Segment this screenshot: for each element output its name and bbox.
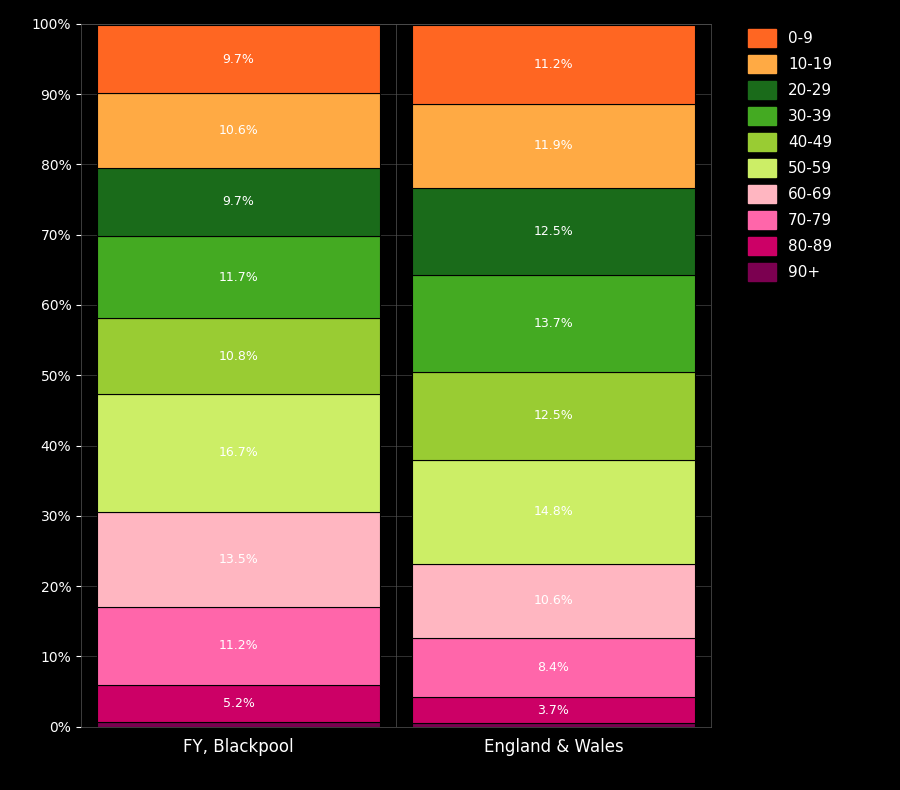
Bar [412, 564, 695, 638]
Text: 11.2%: 11.2% [219, 639, 258, 653]
Text: 11.9%: 11.9% [534, 139, 573, 152]
Text: 10.6%: 10.6% [219, 124, 258, 137]
Legend: 0-9, 10-19, 20-29, 30-39, 40-49, 50-59, 60-69, 70-79, 80-89, 90+: 0-9, 10-19, 20-29, 30-39, 40-49, 50-59, … [743, 24, 837, 285]
Text: 9.7%: 9.7% [222, 195, 255, 209]
Bar [97, 512, 380, 607]
Bar [97, 236, 380, 318]
Bar [97, 318, 380, 394]
Text: 11.7%: 11.7% [219, 271, 258, 284]
Text: 12.5%: 12.5% [534, 409, 573, 422]
Text: 9.7%: 9.7% [222, 53, 255, 66]
Bar [412, 187, 695, 276]
Text: 10.6%: 10.6% [534, 594, 573, 608]
Text: 14.8%: 14.8% [534, 505, 573, 518]
Text: 12.5%: 12.5% [534, 225, 573, 238]
Text: 13.5%: 13.5% [219, 553, 258, 566]
Bar [97, 93, 380, 167]
Text: 10.8%: 10.8% [219, 350, 258, 363]
Bar [412, 638, 695, 698]
Bar [412, 103, 695, 187]
Bar [412, 25, 695, 103]
Bar [97, 25, 380, 93]
Bar [97, 685, 380, 722]
Text: 3.7%: 3.7% [537, 704, 570, 717]
Text: 8.4%: 8.4% [537, 661, 570, 674]
Text: 5.2%: 5.2% [222, 697, 255, 710]
Bar [97, 607, 380, 685]
Bar [97, 167, 380, 236]
Bar [97, 722, 380, 727]
Bar [412, 698, 695, 724]
Bar [412, 372, 695, 460]
Bar [412, 276, 695, 372]
Text: 13.7%: 13.7% [534, 317, 573, 330]
Text: 11.2%: 11.2% [534, 58, 573, 71]
Bar [97, 394, 380, 512]
Text: 16.7%: 16.7% [219, 446, 258, 460]
Bar [412, 724, 695, 727]
Bar [412, 460, 695, 564]
